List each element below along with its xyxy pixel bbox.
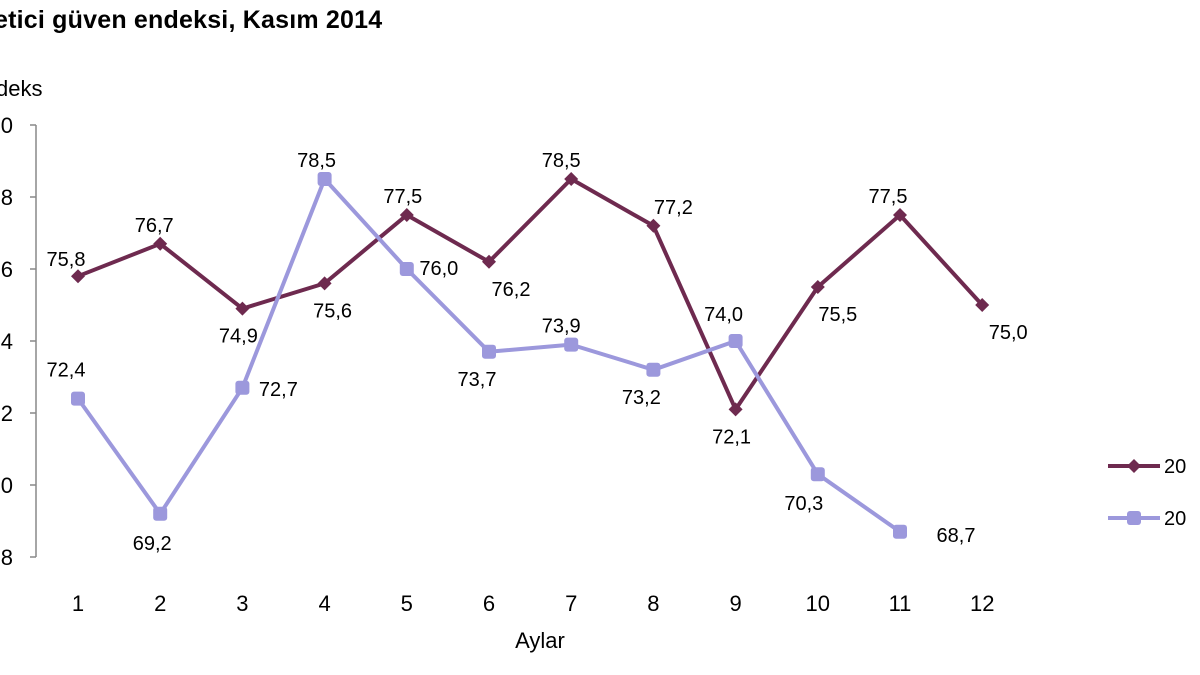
series-2-data-label: 78,5 — [297, 150, 336, 172]
series-2-data-label: 73,9 — [542, 316, 581, 338]
series-1-point — [317, 276, 332, 291]
series-1-data-label: 77,5 — [383, 186, 422, 208]
y-tick-label: 0 — [1, 113, 13, 138]
series-1-point — [810, 280, 825, 294]
series-1-point — [893, 208, 907, 222]
x-tick-label: 9 — [729, 591, 741, 616]
series-1-data-label: 77,5 — [869, 186, 908, 208]
legend-label-1: 20 — [1164, 456, 1186, 478]
series-1-data-label: 75,6 — [313, 300, 352, 322]
series-1-data-label: 75,8 — [47, 249, 86, 271]
series-1-data-label: 75,5 — [818, 304, 857, 326]
y-axis-label: deks — [0, 76, 42, 101]
series-2-data-label: 70,3 — [784, 493, 823, 515]
series-1-line — [77, 177, 984, 412]
series-2-data-label: 69,2 — [133, 533, 172, 555]
series-1-point — [482, 254, 496, 269]
series-1-data-label: 75,0 — [989, 322, 1028, 344]
y-tick-label: 0 — [1, 473, 13, 498]
series-2-point — [153, 506, 168, 521]
x-tick-label: 6 — [483, 591, 495, 616]
series-1-data-label: 77,2 — [654, 197, 693, 219]
series-1-data-label: 78,5 — [542, 150, 581, 172]
x-tick-label: 11 — [889, 591, 912, 616]
series-1-point — [646, 218, 661, 233]
series-1-point — [728, 402, 743, 417]
series-2-data-label: 68,7 — [937, 525, 976, 547]
y-tick-label: 6 — [1, 257, 13, 282]
x-tick-label: 10 — [806, 591, 830, 616]
series-2-point — [893, 524, 907, 539]
series-1-data-label: 76,7 — [135, 215, 174, 237]
series-2-point — [235, 380, 250, 395]
x-tick-label: 2 — [154, 591, 166, 616]
series-2-point — [564, 337, 579, 352]
y-tick-label: 8 — [1, 185, 13, 210]
x-tick-label: 8 — [647, 591, 659, 616]
y-tick-label: 4 — [1, 329, 13, 354]
series-1-point — [153, 236, 168, 251]
series-1-point — [235, 301, 250, 316]
series-1-point — [975, 298, 990, 312]
series-1-point — [71, 269, 85, 284]
series-2-data-label: 72,4 — [47, 360, 86, 382]
series-2-point — [399, 262, 414, 276]
series-2-point — [317, 172, 332, 186]
y-tick-label: 8 — [1, 545, 13, 570]
series-1-data-label: 74,9 — [219, 326, 258, 348]
series-2-point — [482, 344, 496, 359]
x-tick-label: 7 — [565, 591, 577, 616]
x-tick-label: 12 — [970, 591, 994, 616]
chart-title: etici güven endeksi, Kasım 2014 — [0, 6, 383, 34]
series-2-data-label: 73,7 — [458, 369, 497, 391]
x-tick-label: 4 — [318, 591, 330, 616]
series-2-data-label: 76,0 — [419, 258, 458, 280]
x-tick-label: 1 — [72, 591, 84, 616]
series-2-data-label: 74,0 — [704, 304, 743, 326]
x-axis-label: Aylar — [515, 628, 565, 653]
series-2-point — [646, 362, 661, 377]
legend-marker-1 — [1127, 459, 1141, 473]
legend-label-2: 20 — [1164, 508, 1186, 530]
series-1-data-label: 76,2 — [492, 279, 531, 301]
series-2-data-label: 72,7 — [259, 379, 298, 401]
series-2-data-label: 73,2 — [622, 387, 661, 409]
x-tick-label: 3 — [236, 591, 248, 616]
x-tick-label: 5 — [401, 591, 413, 616]
series-2-point — [71, 391, 85, 406]
series-1-data-label: 72,1 — [712, 426, 751, 448]
series-1-point — [564, 172, 579, 186]
y-tick-label: 2 — [1, 401, 13, 426]
legend-marker-2 — [1127, 511, 1141, 525]
series-1-point — [399, 208, 414, 222]
series-2-point — [728, 334, 743, 348]
series-2-point — [810, 467, 825, 482]
